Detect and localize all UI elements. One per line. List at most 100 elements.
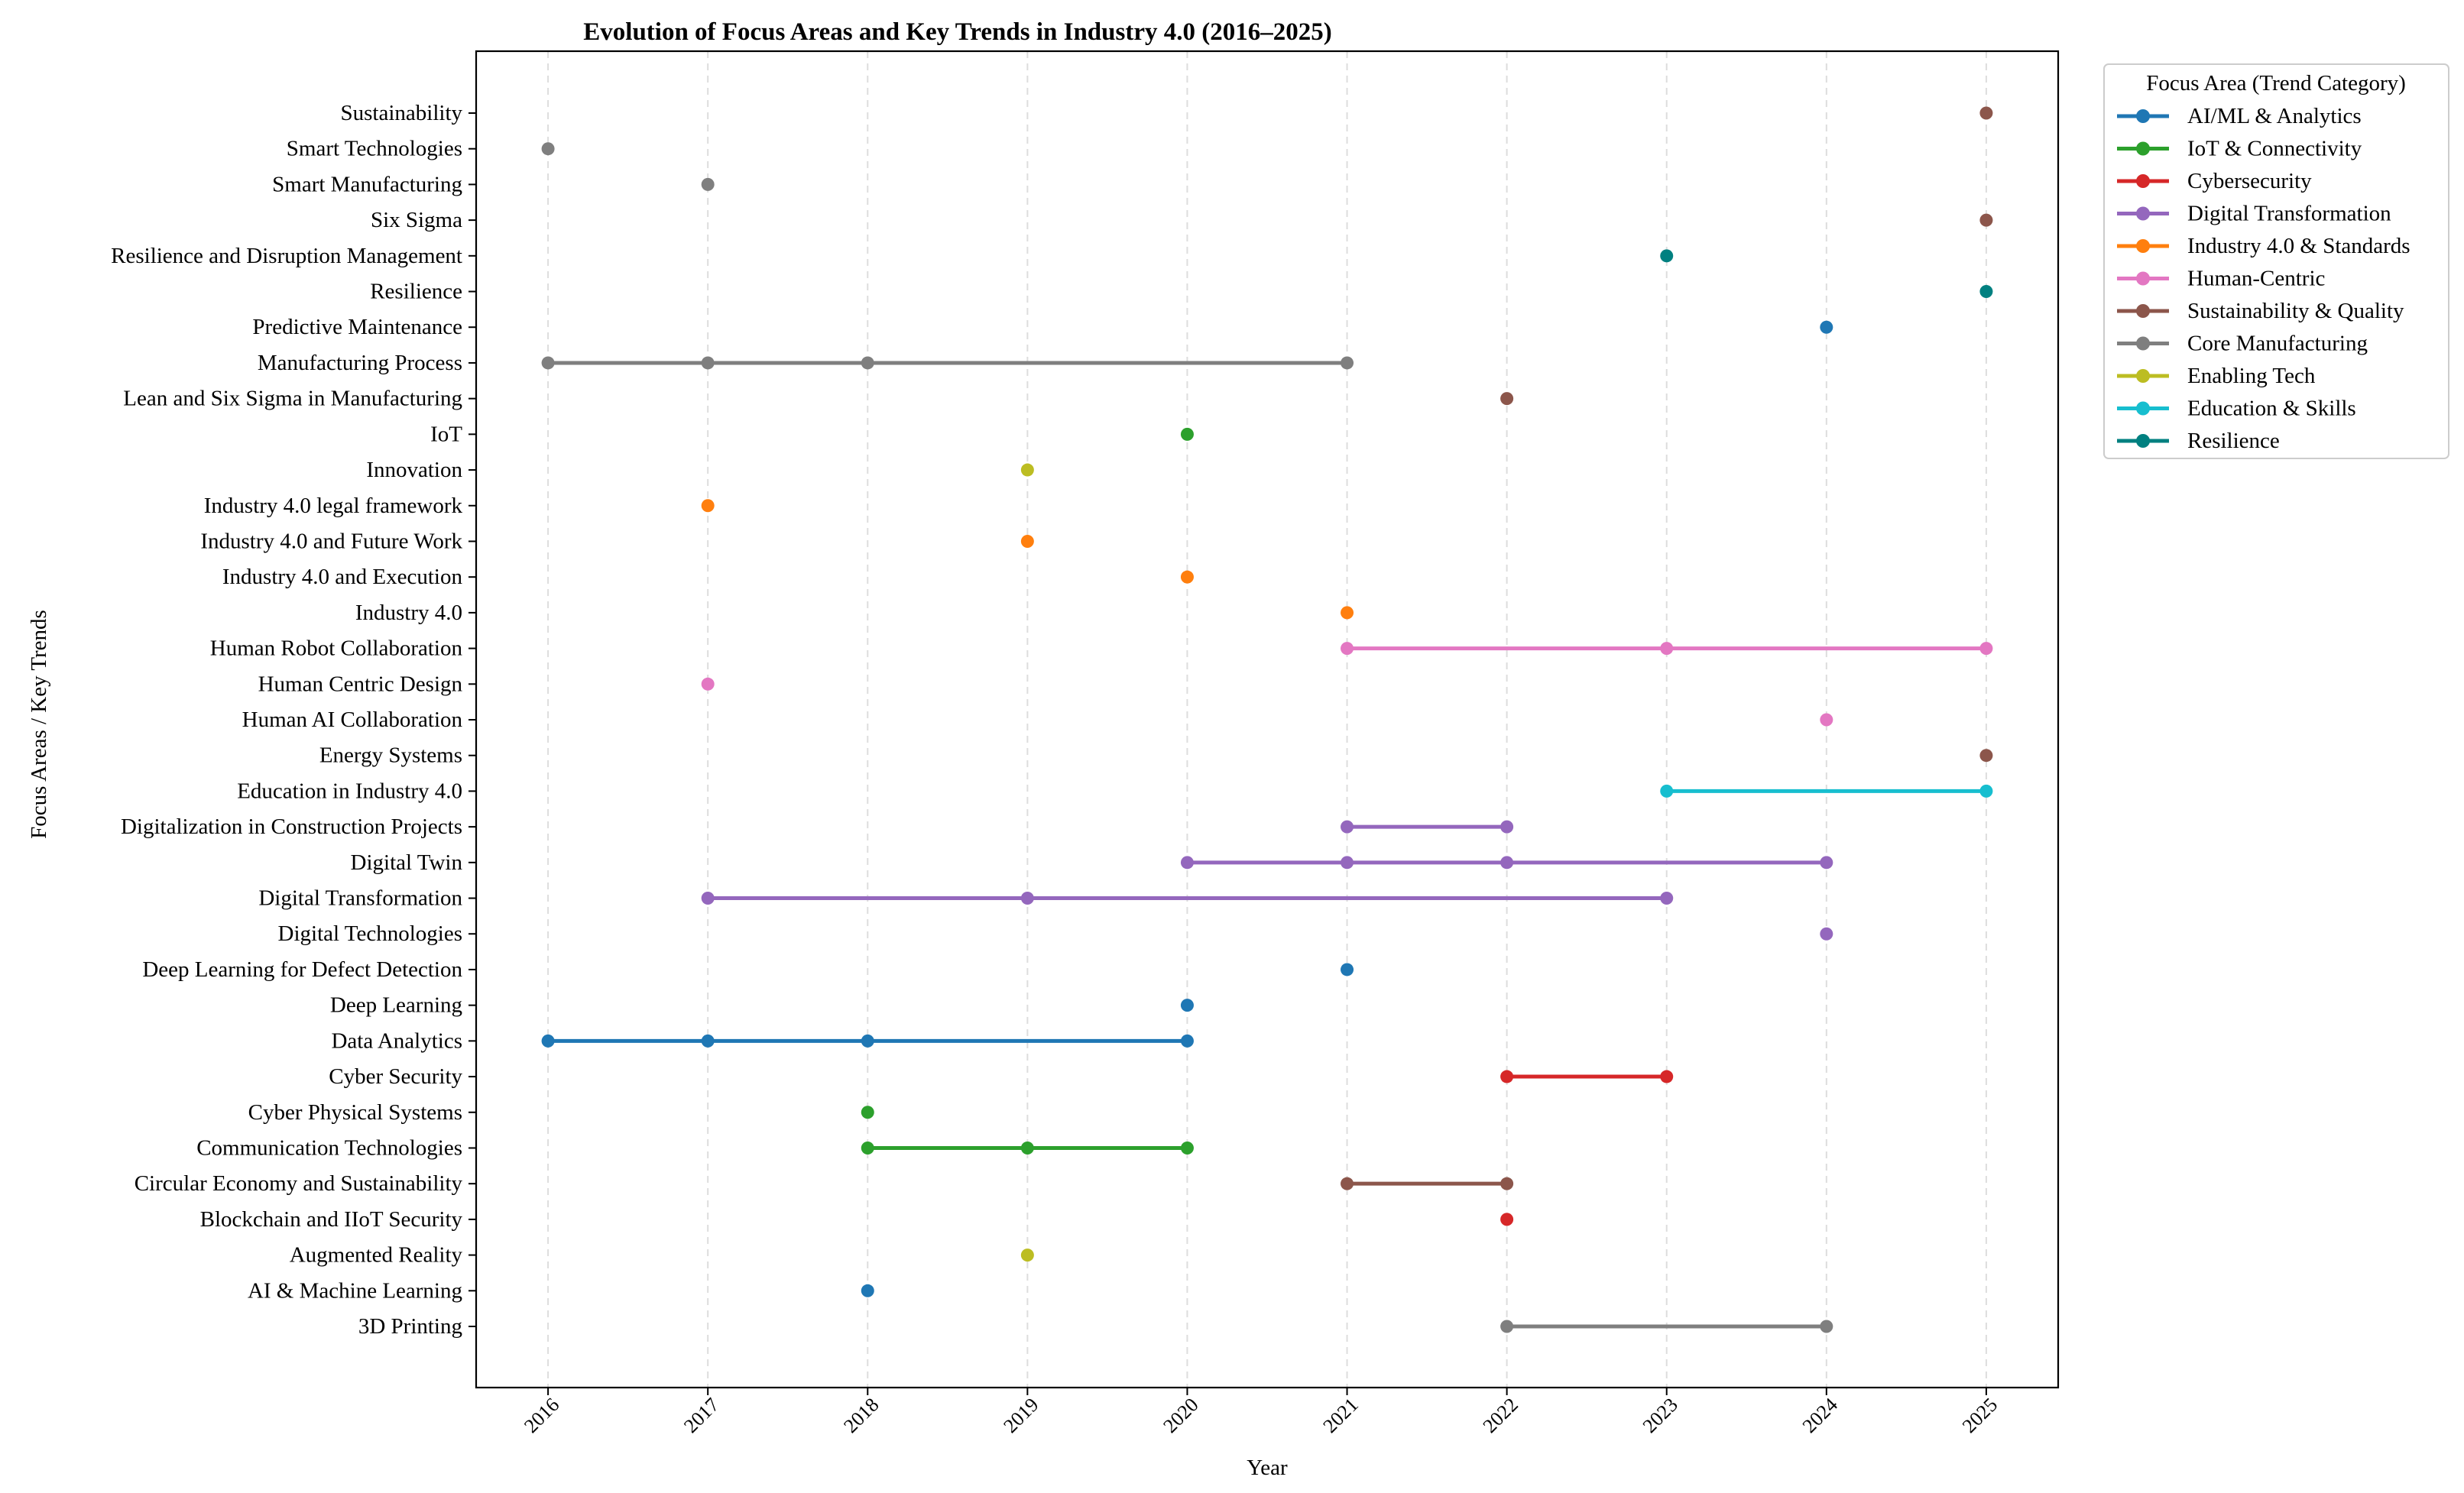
data-point-digital-technologies-2024: [1820, 927, 1833, 941]
data-point-digital-twin-2020: [1180, 856, 1194, 870]
data-point-human-robot-collaboration-2021: [1341, 642, 1354, 656]
data-point-circular-economy-and-sustainability-2021: [1341, 1177, 1354, 1190]
legend-label-enabling-tech: Enabling Tech: [2187, 364, 2316, 388]
data-point-digitalization-in-construction-projects-2022: [1500, 820, 1514, 834]
series-lines-layer: [548, 361, 1986, 1329]
legend-swatch-marker-cybersecurity: [2136, 174, 2150, 188]
data-point-digital-transformation-2019: [1020, 892, 1034, 905]
data-point-augmented-reality-2019: [1020, 1248, 1034, 1262]
legend-swatch-marker-industry-4-0-standards: [2136, 239, 2150, 253]
data-point-3d-printing-2022: [1500, 1320, 1514, 1333]
y-tick-label-digital-technologies: Digital Technologies: [278, 921, 462, 946]
data-point-industry-4-0-and-execution-2020: [1180, 570, 1194, 584]
legend-label-human-centric: Human-Centric: [2187, 267, 2325, 291]
y-tick-label-augmented-reality: Augmented Reality: [290, 1243, 463, 1268]
legend-label-digital-transformation: Digital Transformation: [2187, 202, 2391, 226]
data-point-deep-learning-for-defect-detection-2021: [1341, 963, 1354, 976]
y-tick-label-human-centric-design: Human Centric Design: [258, 672, 463, 696]
data-point-digital-transformation-2017: [701, 892, 715, 905]
data-point-industry-4-0-2021: [1341, 606, 1354, 620]
y-tick-label-deep-learning-for-defect-detection: Deep Learning for Defect Detection: [142, 957, 462, 982]
grid-layer: [547, 51, 1987, 1388]
data-point-cyber-security-2023: [1660, 1070, 1674, 1083]
y-tick-label-digital-twin: Digital Twin: [351, 850, 463, 875]
data-point-smart-manufacturing-2017: [701, 177, 715, 191]
data-points-layer: [541, 106, 1993, 1333]
data-point-data-analytics-2017: [701, 1034, 715, 1048]
data-point-predictive-maintenance-2024: [1820, 320, 1833, 334]
data-point-sustainability-2025: [1979, 106, 1993, 120]
data-point-education-in-industry-4-0-2023: [1660, 784, 1674, 798]
data-point-resilience-2025: [1979, 285, 1993, 299]
data-point-energy-systems-2025: [1979, 749, 1993, 763]
data-point-digital-transformation-2023: [1660, 892, 1674, 905]
data-point-communication-technologies-2020: [1180, 1141, 1194, 1155]
legend-label-iot-connectivity: IoT & Connectivity: [2187, 137, 2362, 161]
data-point-iot-2020: [1180, 427, 1194, 441]
legend-label-ai-ml-analytics: AI/ML & Analytics: [2187, 104, 2362, 128]
legend-box: [2103, 63, 2449, 459]
y-tick-label-ai-machine-learning: AI & Machine Learning: [248, 1278, 462, 1303]
data-point-deep-learning-2020: [1180, 999, 1194, 1012]
y-tick-label-industry-4-0-and-future-work: Industry 4.0 and Future Work: [200, 529, 462, 553]
legend-label-cybersecurity: Cybersecurity: [2187, 169, 2312, 193]
data-point-data-analytics-2018: [861, 1034, 874, 1048]
x-axis-label: Year: [1247, 1456, 1288, 1480]
data-point-cyber-security-2022: [1500, 1070, 1514, 1083]
data-point-3d-printing-2024: [1820, 1320, 1833, 1333]
y-tick-label-smart-technologies: Smart Technologies: [287, 137, 462, 161]
legend-label-education-skills: Education & Skills: [2187, 397, 2356, 421]
y-tick-label-circular-economy-and-sustainability: Circular Economy and Sustainability: [135, 1171, 463, 1196]
data-point-digital-twin-2021: [1341, 856, 1354, 870]
y-tick-label-deep-learning: Deep Learning: [330, 993, 462, 1018]
legend-label-sustainability-quality: Sustainability & Quality: [2187, 299, 2404, 323]
legend-swatch-marker-digital-transformation: [2136, 206, 2150, 221]
data-point-data-analytics-2020: [1180, 1034, 1194, 1048]
y-tick-label-manufacturing-process: Manufacturing Process: [258, 351, 462, 375]
y-tick-label-industry-4-0: Industry 4.0: [355, 601, 462, 625]
data-point-resilience-and-disruption-management-2023: [1660, 249, 1674, 263]
legend-swatch-marker-ai-ml-analytics: [2136, 109, 2150, 123]
y-axis-label: Focus Areas / Key Trends: [27, 610, 51, 839]
data-point-manufacturing-process-2021: [1341, 356, 1354, 370]
data-point-communication-technologies-2019: [1020, 1141, 1034, 1155]
data-point-education-in-industry-4-0-2025: [1979, 784, 1993, 798]
y-tick-label-education-in-industry-4-0: Education in Industry 4.0: [237, 779, 462, 803]
data-point-digital-twin-2024: [1820, 856, 1833, 870]
y-tick-label-human-ai-collaboration: Human AI Collaboration: [242, 708, 463, 732]
y-tick-label-industry-4-0-and-execution: Industry 4.0 and Execution: [222, 565, 463, 589]
legend-swatch-marker-enabling-tech: [2136, 369, 2150, 383]
y-tick-label-six-sigma: Six Sigma: [371, 208, 462, 232]
data-point-innovation-2019: [1020, 463, 1034, 477]
legend-entries: AI/ML & Analytics IoT & Connectivity Cyber…: [2117, 104, 2411, 453]
data-point-industry-4-0-legal-framework-2017: [701, 499, 715, 513]
legend-swatch-marker-human-centric: [2136, 271, 2150, 286]
y-axis: 3D Printing AI & Machine Learning Augmente…: [111, 101, 476, 1339]
data-point-data-analytics-2016: [541, 1034, 555, 1048]
y-tick-label-digital-transformation: Digital Transformation: [258, 886, 462, 911]
data-point-cyber-physical-systems-2018: [861, 1106, 874, 1119]
y-tick-label-lean-and-six-sigma-in-manufacturing: Lean and Six Sigma in Manufacturing: [123, 387, 462, 411]
data-point-digitalization-in-construction-projects-2021: [1341, 820, 1354, 834]
data-point-manufacturing-process-2018: [861, 356, 874, 370]
y-tick-label-industry-4-0-legal-framework: Industry 4.0 legal framework: [204, 494, 463, 518]
legend-label-core-manufacturing: Core Manufacturing: [2187, 332, 2368, 356]
legend: Focus Area (Trend Category) AI/ML & Anal…: [2103, 63, 2449, 459]
legend-swatch-marker-resilience: [2136, 434, 2150, 448]
legend-label-resilience: Resilience: [2187, 429, 2280, 453]
y-tick-label-predictive-maintenance: Predictive Maintenance: [252, 315, 462, 339]
data-point-human-robot-collaboration-2023: [1660, 642, 1674, 656]
legend-swatch-marker-education-skills: [2136, 401, 2150, 416]
data-point-circular-economy-and-sustainability-2022: [1500, 1177, 1514, 1190]
data-point-manufacturing-process-2017: [701, 356, 715, 370]
y-tick-label-cyber-security: Cyber Security: [329, 1064, 462, 1089]
data-point-smart-technologies-2016: [541, 142, 555, 156]
legend-swatch-marker-sustainability-quality: [2136, 304, 2150, 318]
y-tick-label-energy-systems: Energy Systems: [319, 743, 462, 768]
y-tick-label-digitalization-in-construction-projects: Digitalization in Construction Projects: [121, 815, 462, 839]
y-tick-label-communication-technologies: Communication Technologies: [196, 1135, 462, 1160]
data-point-digital-twin-2022: [1500, 856, 1514, 870]
legend-label-industry-4-0-standards: Industry 4.0 & Standards: [2187, 234, 2411, 258]
y-tick-label-human-robot-collaboration: Human Robot Collaboration: [210, 636, 463, 661]
